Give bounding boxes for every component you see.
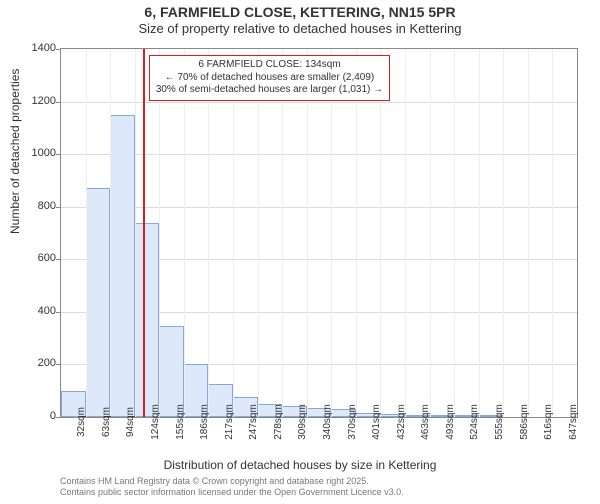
y-tick-label: 1200 — [16, 95, 56, 107]
footer-line-2: Contains public sector information licen… — [60, 487, 404, 498]
x-tick-label: 155sqm — [175, 404, 186, 440]
gridline-v — [552, 49, 553, 417]
x-tick-label: 616sqm — [543, 404, 554, 440]
histogram-chart: 6 FARMFIELD CLOSE: 134sqm← 70% of detach… — [60, 48, 578, 418]
histogram-bar — [110, 115, 135, 417]
page-subtitle: Size of property relative to detached ho… — [0, 21, 600, 36]
gridline-v — [356, 49, 357, 417]
gridline-v — [110, 49, 111, 417]
y-tick-mark — [56, 364, 61, 365]
x-tick-label: 432sqm — [396, 404, 407, 440]
x-tick-label: 586sqm — [519, 404, 530, 440]
x-tick-label: 124sqm — [150, 404, 161, 440]
gridline-v — [307, 49, 308, 417]
reference-line — [143, 49, 145, 417]
x-tick-label: 555sqm — [494, 404, 505, 440]
x-tick-label: 493sqm — [445, 404, 456, 440]
gridline-v — [430, 49, 431, 417]
gridline-v — [503, 49, 504, 417]
y-tick-mark — [56, 207, 61, 208]
footer-line-1: Contains HM Land Registry data © Crown c… — [60, 476, 404, 487]
gridline-v — [454, 49, 455, 417]
page-title: 6, FARMFIELD CLOSE, KETTERING, NN15 5PR — [0, 4, 600, 20]
y-tick-label: 1400 — [16, 42, 56, 54]
y-tick-mark — [56, 102, 61, 103]
x-tick-label: 186sqm — [199, 404, 210, 440]
gridline-v — [331, 49, 332, 417]
y-tick-label: 600 — [16, 252, 56, 264]
gridline-v — [208, 49, 209, 417]
info-box-line-1: 6 FARMFIELD CLOSE: 134sqm — [156, 59, 383, 72]
x-tick-label: 278sqm — [273, 404, 284, 440]
x-tick-label: 94sqm — [125, 407, 136, 437]
y-tick-mark — [56, 417, 61, 418]
gridline-v — [159, 49, 160, 417]
histogram-bar — [86, 188, 111, 417]
info-box-line-3: 30% of semi-detached houses are larger (… — [156, 84, 383, 97]
x-axis-label: Distribution of detached houses by size … — [0, 458, 600, 472]
gridline-h — [61, 207, 577, 208]
info-box-line-2: ← 70% of detached houses are smaller (2,… — [156, 72, 383, 85]
y-tick-label: 800 — [16, 200, 56, 212]
gridline-v — [258, 49, 259, 417]
x-tick-label: 32sqm — [76, 407, 87, 437]
x-tick-label: 647sqm — [568, 404, 579, 440]
gridline-v — [405, 49, 406, 417]
gridline-v — [479, 49, 480, 417]
histogram-bar — [135, 223, 160, 418]
gridline-h — [61, 154, 577, 155]
gridline-v — [233, 49, 234, 417]
gridline-v — [528, 49, 529, 417]
x-tick-label: 340sqm — [322, 404, 333, 440]
gridline-v — [86, 49, 87, 417]
y-tick-label: 200 — [16, 357, 56, 369]
x-tick-label: 463sqm — [420, 404, 431, 440]
x-tick-label: 247sqm — [248, 404, 259, 440]
y-tick-mark — [56, 312, 61, 313]
x-tick-label: 63sqm — [101, 407, 112, 437]
x-tick-label: 524sqm — [469, 404, 480, 440]
gridline-v — [380, 49, 381, 417]
gridline-v — [282, 49, 283, 417]
info-box: 6 FARMFIELD CLOSE: 134sqm← 70% of detach… — [149, 55, 390, 101]
y-tick-mark — [56, 259, 61, 260]
y-tick-label: 0 — [16, 410, 56, 422]
x-tick-label: 370sqm — [347, 404, 358, 440]
gridline-v — [135, 49, 136, 417]
footer-attribution: Contains HM Land Registry data © Crown c… — [60, 476, 404, 498]
y-tick-mark — [56, 49, 61, 50]
y-tick-label: 1000 — [16, 147, 56, 159]
gridline-h — [61, 102, 577, 103]
y-tick-mark — [56, 154, 61, 155]
gridline-v — [184, 49, 185, 417]
y-tick-label: 400 — [16, 305, 56, 317]
x-tick-label: 217sqm — [224, 404, 235, 440]
x-tick-label: 309sqm — [297, 404, 308, 440]
x-tick-label: 401sqm — [371, 404, 382, 440]
